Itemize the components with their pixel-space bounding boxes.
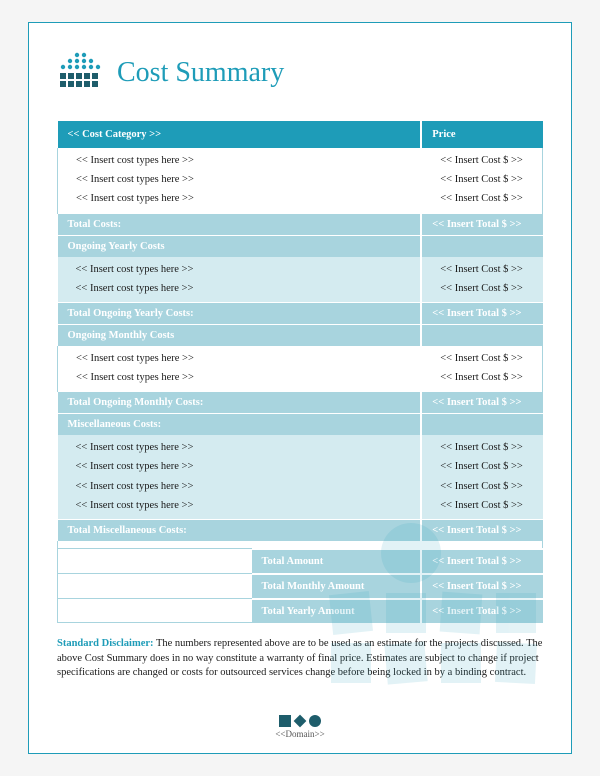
cost-price: << Insert Cost $ >> (421, 435, 542, 458)
subtotal-label: Total Ongoing Monthly Costs: (58, 392, 422, 414)
cost-price: << Insert Cost $ >> (421, 257, 542, 280)
footer-shapes-icon (29, 715, 571, 727)
cost-desc: << Insert cost types here >> (58, 458, 422, 477)
table-row: << Insert cost types here >><< Insert Co… (58, 477, 543, 496)
cost-price: << Insert Cost $ >> (421, 477, 542, 496)
grand-total-row: Total Monthly Amount<< Insert Total $ >> (58, 574, 543, 599)
table-row: << Insert cost types here >><< Insert Co… (58, 148, 543, 171)
table-row: << Insert cost types here >><< Insert Co… (58, 257, 543, 280)
cost-desc: << Insert cost types here >> (58, 435, 422, 458)
section-header-row: Miscellaneous Costs: (58, 414, 543, 436)
table-row: << Insert cost types here >><< Insert Co… (58, 190, 543, 213)
grand-total-value: << Insert Total $ >> (421, 599, 542, 623)
header: Cost Summary (57, 51, 543, 95)
footer: <<Domain>> (29, 715, 571, 739)
subtotal-value: << Insert Total $ >> (421, 213, 542, 235)
subtotal-row: Total Costs:<< Insert Total $ >> (58, 213, 543, 235)
logo-icon (57, 51, 105, 95)
cost-price: << Insert Cost $ >> (421, 148, 542, 171)
disclaimer: Standard Disclaimer: The numbers represe… (57, 637, 543, 680)
table-header-row: << Cost Category >> Price (58, 121, 543, 148)
page: Cost Summary << Cost Category >> Price <… (28, 22, 572, 754)
cost-desc: << Insert cost types here >> (58, 477, 422, 496)
table-row: << Insert cost types here >><< Insert Co… (58, 171, 543, 190)
subtotal-value: << Insert Total $ >> (421, 392, 542, 414)
cost-desc: << Insert cost types here >> (58, 190, 422, 213)
cost-price: << Insert Cost $ >> (421, 346, 542, 369)
spacer (58, 541, 543, 549)
header-price: Price (421, 121, 542, 148)
subtotal-label: Total Costs: (58, 213, 422, 235)
cost-price: << Insert Cost $ >> (421, 279, 542, 302)
cost-table: << Cost Category >> Price << Insert cost… (57, 121, 543, 623)
table-row: << Insert cost types here >><< Insert Co… (58, 346, 543, 369)
square-icon (279, 715, 291, 727)
cost-desc: << Insert cost types here >> (58, 171, 422, 190)
table-row: << Insert cost types here >><< Insert Co… (58, 435, 543, 458)
table-row: << Insert cost types here >><< Insert Co… (58, 279, 543, 302)
cost-desc: << Insert cost types here >> (58, 279, 422, 302)
subtotal-label: Total Miscellaneous Costs: (58, 519, 422, 541)
cost-desc: << Insert cost types here >> (58, 346, 422, 369)
diamond-icon (294, 715, 307, 728)
grand-total-label: Total Amount (252, 549, 422, 574)
cost-desc: << Insert cost types here >> (58, 257, 422, 280)
header-category: << Cost Category >> (58, 121, 422, 148)
section-header: Ongoing Monthly Costs (58, 324, 422, 346)
cost-desc: << Insert cost types here >> (58, 496, 422, 519)
footer-text: <<Domain>> (29, 729, 571, 739)
cost-price: << Insert Cost $ >> (421, 369, 542, 392)
grand-total-value: << Insert Total $ >> (421, 574, 542, 599)
subtotal-label: Total Ongoing Yearly Costs: (58, 302, 422, 324)
disclaimer-label: Standard Disclaimer: (57, 638, 154, 649)
table-row: << Insert cost types here >><< Insert Co… (58, 496, 543, 519)
section-header: Miscellaneous Costs: (58, 414, 422, 436)
circle-icon (309, 715, 321, 727)
table-row: << Insert cost types here >><< Insert Co… (58, 369, 543, 392)
grand-total-label: Total Yearly Amount (252, 599, 422, 623)
cost-price: << Insert Cost $ >> (421, 171, 542, 190)
grand-total-label: Total Monthly Amount (252, 574, 422, 599)
grand-total-row: Total Yearly Amount<< Insert Total $ >> (58, 599, 543, 623)
cost-desc: << Insert cost types here >> (58, 369, 422, 392)
page-title: Cost Summary (117, 57, 284, 89)
grand-total-value: << Insert Total $ >> (421, 549, 542, 574)
cost-desc: << Insert cost types here >> (58, 148, 422, 171)
cost-price: << Insert Cost $ >> (421, 496, 542, 519)
table-row: << Insert cost types here >><< Insert Co… (58, 458, 543, 477)
section-header-row: Ongoing Monthly Costs (58, 324, 543, 346)
cost-price: << Insert Cost $ >> (421, 190, 542, 213)
subtotal-row: Total Ongoing Yearly Costs:<< Insert Tot… (58, 302, 543, 324)
subtotal-row: Total Ongoing Monthly Costs:<< Insert To… (58, 392, 543, 414)
section-header: Ongoing Yearly Costs (58, 235, 422, 257)
section-header-row: Ongoing Yearly Costs (58, 235, 543, 257)
grand-total-row: Total Amount<< Insert Total $ >> (58, 549, 543, 574)
subtotal-value: << Insert Total $ >> (421, 302, 542, 324)
cost-price: << Insert Cost $ >> (421, 458, 542, 477)
subtotal-value: << Insert Total $ >> (421, 519, 542, 541)
subtotal-row: Total Miscellaneous Costs:<< Insert Tota… (58, 519, 543, 541)
